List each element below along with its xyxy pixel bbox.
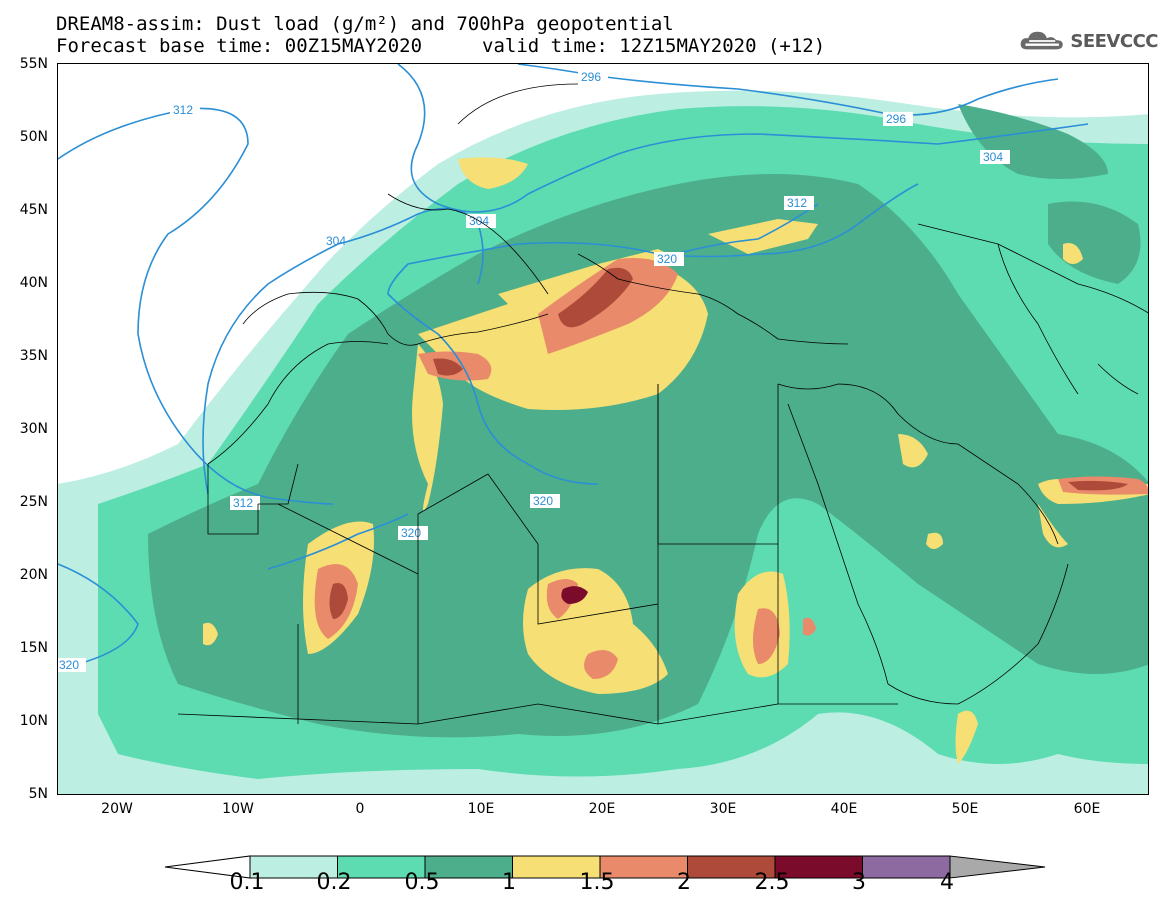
dust-2-region [329, 267, 1128, 619]
lon-label: 30E [709, 801, 737, 817]
lat-label: 50N [19, 129, 48, 145]
svg-text:296: 296 [886, 112, 906, 126]
dust-load-map: 296 296 312 304 304 304 312 320 320 320 … [57, 63, 1149, 795]
lon-label: 20W [101, 801, 133, 817]
lon-label: 10W [222, 801, 254, 817]
lat-label: 45N [19, 202, 48, 218]
lat-label: 55N [19, 56, 48, 72]
svg-text:312: 312 [233, 496, 253, 510]
svg-text:296: 296 [581, 70, 601, 84]
svg-text:312: 312 [787, 196, 807, 210]
colorbar-label: 1 [502, 870, 516, 895]
colorbar-label: 3 [852, 870, 866, 895]
svg-text:320: 320 [401, 526, 421, 540]
svg-text:312: 312 [173, 103, 193, 117]
colorbar-label: 0.1 [229, 870, 265, 895]
contour-label-320c: 320 [398, 526, 428, 540]
contour-label-304a: 304 [283, 234, 346, 248]
lon-label: 10E [467, 801, 495, 817]
lon-label: 60E [1073, 801, 1101, 817]
forecast-base-time: Forecast base time: 00Z15MAY2020 [56, 35, 423, 57]
country-borders [177, 83, 1148, 725]
contour-label-304c: 304 [980, 150, 1010, 164]
contour-label-296a: 296 [578, 70, 608, 84]
contour-labels: 296 296 312 304 304 304 312 320 320 320 … [58, 70, 1010, 672]
colorbar-label: 2 [677, 870, 691, 895]
lat-label: 10N [19, 713, 48, 729]
contour-label-320b: 320 [530, 494, 560, 508]
lat-label: 25N [19, 494, 48, 510]
lat-label: 35N [19, 348, 48, 364]
colorbar-label: 1.5 [579, 870, 615, 895]
lat-label: 40N [19, 275, 48, 291]
colorbar-label: 4 [940, 870, 954, 895]
colorbar-high-extension [949, 855, 1046, 879]
lat-label: 15N [19, 640, 48, 656]
lat-label: 5N [28, 786, 48, 802]
svg-text:320: 320 [533, 494, 553, 508]
colorbar [164, 855, 1046, 879]
svg-text:320: 320 [59, 658, 79, 672]
seevccc-logo: SEEVCCC [1018, 26, 1158, 56]
colorbar-label: 0.5 [404, 870, 440, 895]
svg-text:304: 304 [983, 150, 1003, 164]
map-title: DREAM8-assim: Dust load (g/m²) and 700hP… [56, 13, 674, 35]
valid-time: valid time: 12Z15MAY2020 (+12) [482, 35, 826, 57]
contour-label-296b: 296 [883, 112, 913, 126]
logo-text: SEEVCCC [1070, 30, 1158, 52]
lon-label: 40E [830, 801, 858, 817]
svg-text:304: 304 [326, 234, 346, 248]
dust-2.5-region [561, 586, 588, 604]
cloud-icon [1020, 31, 1063, 50]
svg-text:320: 320 [657, 252, 677, 266]
colorbar-label: 2.5 [754, 870, 790, 895]
lon-label: 0 [355, 801, 365, 817]
contour-label-320d: 320 [58, 658, 86, 672]
dust-0.5-region [148, 104, 1148, 738]
contour-label-312a: 312 [170, 103, 200, 117]
contour-label-312c: 312 [230, 496, 260, 510]
contour-label-320a: 320 [654, 252, 684, 266]
lon-label: 50E [951, 801, 979, 817]
lat-label: 30N [19, 421, 48, 437]
colorbar-label: 0.2 [316, 870, 352, 895]
lat-label: 20N [19, 567, 48, 583]
map-canvas: 296 296 312 304 304 304 312 320 320 320 … [58, 64, 1148, 794]
contour-label-312b: 312 [784, 196, 814, 210]
lon-label: 20E [588, 801, 616, 817]
